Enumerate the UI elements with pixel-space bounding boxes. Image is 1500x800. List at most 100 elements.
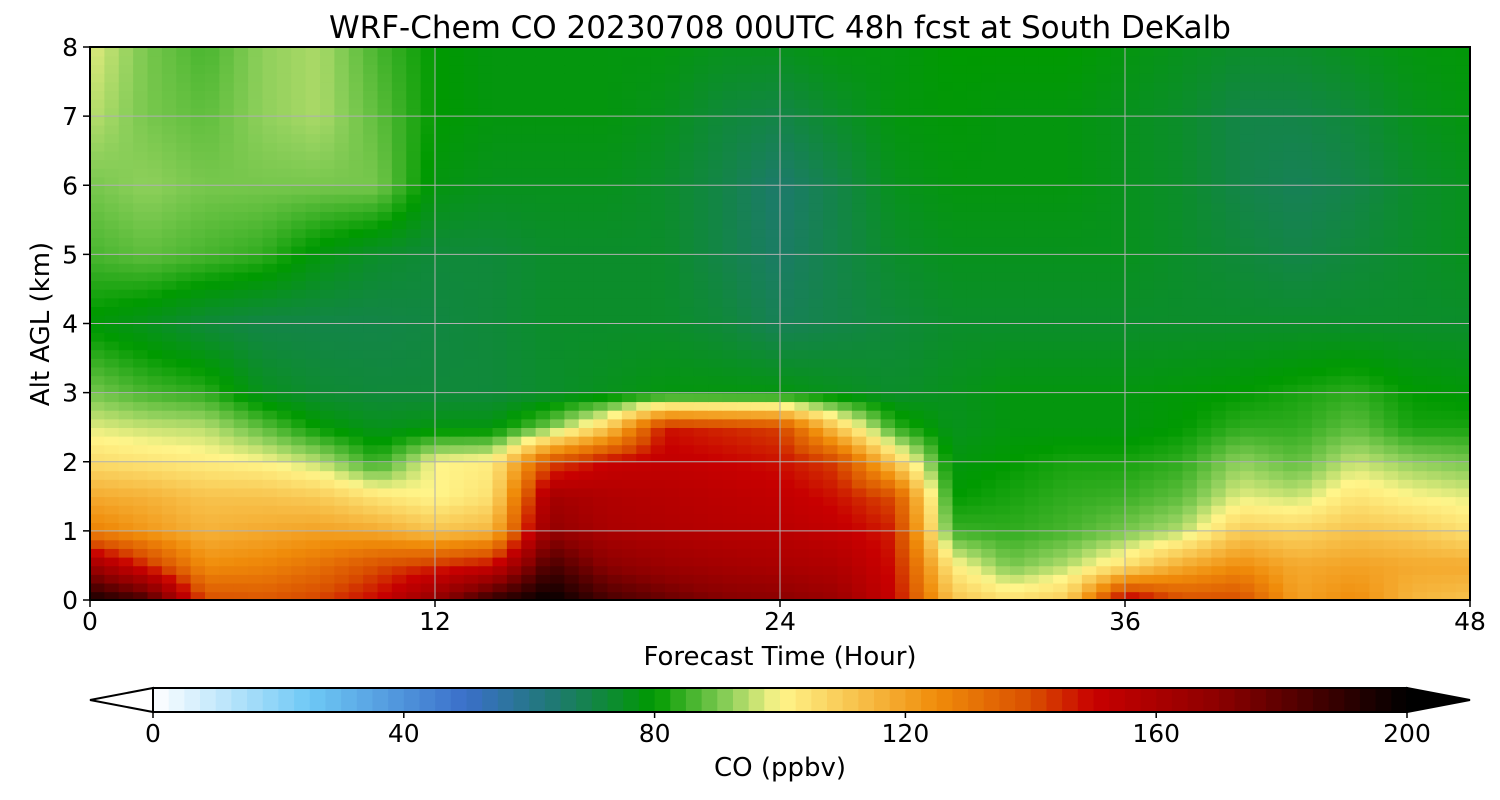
heatmap-cell — [435, 548, 451, 558]
heatmap-cell — [406, 288, 422, 299]
heatmap-cell — [837, 470, 853, 480]
heatmap-cell — [104, 306, 120, 316]
heatmap-cell — [981, 323, 997, 333]
heatmap-cell — [794, 375, 810, 385]
heatmap-cell — [377, 383, 393, 394]
heatmap-cell — [1369, 193, 1385, 204]
heatmap-cell — [1340, 565, 1356, 575]
heatmap-cell — [1383, 193, 1399, 204]
heatmap-cell — [521, 254, 537, 264]
heatmap-cell — [420, 323, 436, 333]
heatmap-cell — [262, 522, 278, 532]
heatmap-cell — [837, 185, 853, 195]
heatmap-cell — [1311, 176, 1328, 187]
heatmap-cell — [1182, 297, 1198, 308]
heatmap-cell — [1455, 548, 1471, 558]
heatmap-cell — [866, 280, 882, 290]
heatmap-cell — [693, 219, 709, 230]
heatmap-cell — [823, 332, 839, 342]
heatmap-cell — [1125, 358, 1141, 368]
heatmap-cell — [492, 461, 508, 472]
heatmap-cell — [406, 306, 422, 316]
heatmap-cell — [923, 530, 939, 541]
heatmap-cell — [923, 228, 939, 238]
heatmap-cell — [118, 142, 134, 152]
heatmap-cell — [866, 418, 882, 428]
heatmap-cell — [909, 358, 925, 368]
heatmap-cell — [765, 237, 781, 247]
heatmap-cell — [1340, 375, 1356, 385]
heatmap-cell — [377, 366, 393, 377]
heatmap-cell — [923, 375, 939, 385]
heatmap-cell — [1196, 306, 1213, 316]
heatmap-cell — [636, 366, 652, 377]
heatmap-cell — [1355, 513, 1371, 524]
heatmap-cell — [1067, 496, 1083, 506]
heatmap-cell — [291, 228, 307, 238]
heatmap-cell — [593, 297, 609, 308]
heatmap-cell — [1268, 193, 1284, 204]
heatmap-cell — [1153, 530, 1169, 541]
heatmap-cell — [118, 340, 134, 351]
heatmap-cell — [1125, 254, 1141, 264]
heatmap-cell — [1096, 548, 1112, 558]
heatmap-cell — [722, 185, 738, 195]
heatmap-cell — [305, 150, 321, 161]
heatmap-cell — [837, 245, 853, 256]
heatmap-cell — [938, 202, 954, 212]
heatmap-cell — [506, 271, 523, 282]
heatmap-cell — [650, 211, 666, 221]
heatmap-cell — [1355, 427, 1371, 437]
heatmap-cell — [1153, 167, 1169, 178]
heatmap-cell — [1225, 176, 1241, 187]
heatmap-cell — [909, 375, 925, 385]
heatmap-cell — [780, 435, 796, 446]
heatmap-cell — [219, 323, 235, 333]
heatmap-cell — [650, 288, 666, 299]
heatmap-cell — [722, 427, 738, 437]
heatmap-cell — [1311, 271, 1328, 282]
heatmap-cell — [391, 392, 408, 403]
heatmap-cell — [593, 479, 609, 489]
heatmap-cell — [866, 159, 882, 169]
heatmap-cell — [334, 522, 350, 532]
heatmap-cell — [1038, 185, 1054, 195]
heatmap-cell — [535, 539, 551, 549]
heatmap-cell — [449, 228, 465, 238]
heatmap-cell — [1081, 202, 1098, 212]
heatmap-cell — [1283, 314, 1299, 325]
heatmap-cell — [219, 409, 235, 420]
heatmap-cell — [621, 358, 638, 368]
heatmap-cell — [780, 418, 796, 428]
heatmap-cell — [435, 211, 451, 221]
heatmap-cell — [636, 479, 652, 489]
heatmap-cell — [593, 185, 609, 195]
heatmap-cell — [722, 375, 738, 385]
heatmap-cell — [1441, 176, 1457, 187]
heatmap-cell — [736, 271, 753, 282]
heatmap-cell — [693, 349, 709, 359]
heatmap-cell — [535, 383, 551, 394]
heatmap-cell — [1110, 496, 1126, 506]
heatmap-cell — [190, 487, 206, 498]
heatmap-cell — [1053, 245, 1069, 256]
heatmap-cell — [1038, 479, 1054, 489]
heatmap-cell — [1383, 461, 1399, 472]
heatmap-cell — [363, 453, 379, 463]
heatmap-cell — [851, 211, 868, 221]
heatmap-cell — [550, 271, 566, 282]
heatmap-cell — [262, 548, 278, 558]
heatmap-cell — [1211, 297, 1227, 308]
heatmap-cell — [506, 556, 523, 567]
heatmap-cell — [938, 167, 954, 178]
heatmap-cell — [147, 297, 163, 308]
heatmap-cell — [636, 237, 652, 247]
heatmap-cell — [1182, 332, 1198, 342]
heatmap-cell — [1412, 513, 1428, 524]
heatmap-cell — [1441, 306, 1457, 316]
heatmap-cell — [693, 254, 709, 264]
heatmap-cell — [1426, 461, 1443, 472]
heatmap-cell — [118, 574, 134, 584]
heatmap-cell — [621, 539, 638, 549]
heatmap-cell — [995, 479, 1011, 489]
